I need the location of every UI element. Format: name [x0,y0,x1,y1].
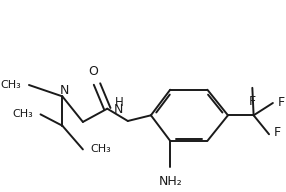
Text: CH₃: CH₃ [1,80,21,90]
Text: N: N [60,84,69,97]
Text: F: F [274,126,281,139]
Text: F: F [249,95,256,108]
Text: CH₃: CH₃ [91,144,111,154]
Text: CH₃: CH₃ [12,109,33,119]
Text: NH₂: NH₂ [158,175,182,188]
Text: H: H [114,96,123,109]
Text: O: O [89,65,99,78]
Text: F: F [278,97,285,109]
Text: N: N [114,103,124,116]
